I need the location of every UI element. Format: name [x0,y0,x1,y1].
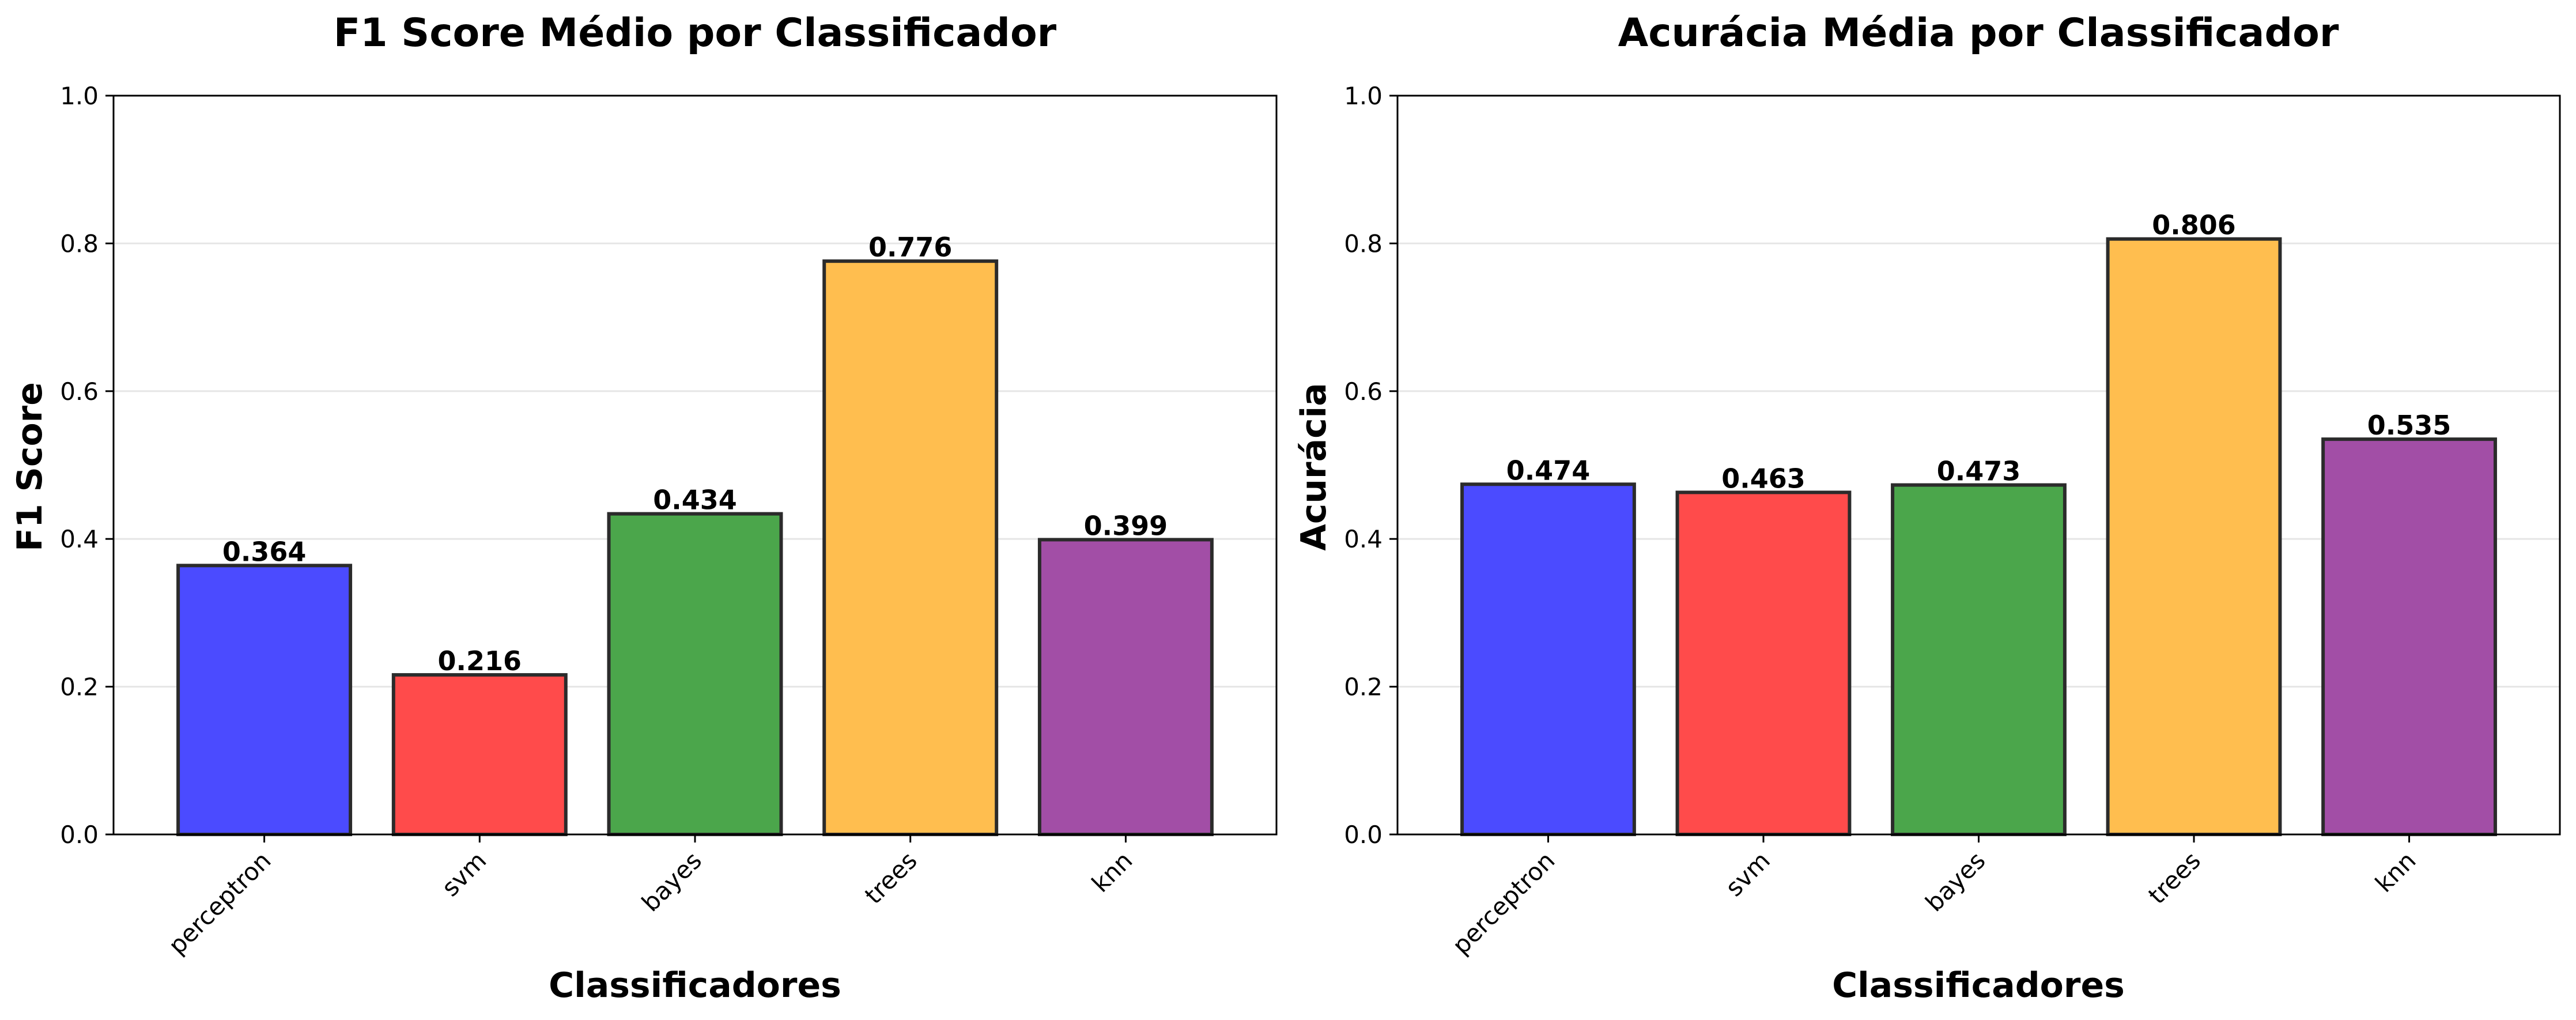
y-tick-label: 0.2 [60,673,99,701]
y-tick-label: 0.6 [60,377,99,406]
bar-svm [391,673,568,836]
bar-perceptron [176,564,353,836]
value-label: 0.474 [1506,455,1591,486]
x-axis-label: Classificadores [1832,965,2125,1006]
bar-perceptron [1460,482,1636,836]
bar-knn [2321,437,2497,836]
x-tick-label: bayes [636,846,707,917]
bar-trees [822,259,999,836]
y-tick-label: 1.0 [60,82,99,110]
x-tick-label: bayes [1920,846,1991,917]
bars [176,259,1214,836]
value-label: 0.216 [438,645,522,677]
value-label: 0.806 [2152,210,2236,241]
y-tick-label: 0.4 [60,525,99,553]
x-tick-label: knn [1086,846,1138,897]
y-tick-label: 0.8 [1344,229,1383,258]
x-tick-label: knn [2370,846,2421,897]
value-label: 0.364 [222,536,307,567]
y-tick-label: 0.6 [1344,377,1383,406]
x-tick-label: perceptron [1447,846,1561,959]
y-axis-label: F1 Score [10,382,50,551]
bar-trees [2106,237,2282,836]
x-tick-label: trees [2143,846,2206,909]
x-tick-label: perceptron [163,846,277,959]
bars [1460,237,2497,836]
value-label: 0.535 [2367,410,2452,441]
y-tick-label: 0.0 [1344,821,1383,849]
value-label: 0.399 [1084,510,1168,541]
value-label: 0.434 [653,485,737,516]
chart-title: Acurácia Média por Classificador [1618,10,2339,56]
bar-bayes [1891,483,2067,836]
accuracy-chart: Acurácia Média por Classificador Classif… [1294,10,2561,1006]
value-label: 0.776 [868,232,953,263]
bar-knn [1037,538,1214,836]
x-tick-label: svm [436,846,492,902]
bar-svm [1675,490,1852,836]
x-tick-label: trees [859,846,923,909]
value-labels: 0.474 0.463 0.473 0.806 0.535 [1506,210,2452,494]
f1-score-chart: F1 Score Médio por Classificador Classif… [10,10,1278,1006]
y-axis-label: Acurácia [1294,383,1334,550]
y-tick-label: 0.2 [1344,673,1383,701]
y-tick-label: 0.4 [1344,525,1383,553]
value-label: 0.473 [1937,456,2021,487]
value-label: 0.463 [1721,463,1806,494]
y-tick-label: 0.8 [60,229,99,258]
y-tick-label: 0.0 [60,821,99,849]
y-tick-label: 1.0 [1344,82,1383,110]
x-axis-label: Classificadores [549,965,841,1006]
x-tick-label: svm [1720,846,1776,902]
chart-title: F1 Score Médio por Classificador [334,10,1057,56]
plot-frame [1396,95,2561,836]
plot-frame [112,95,1278,836]
value-labels: 0.364 0.216 0.434 0.776 0.399 [222,232,1168,677]
bar-bayes [607,512,783,836]
